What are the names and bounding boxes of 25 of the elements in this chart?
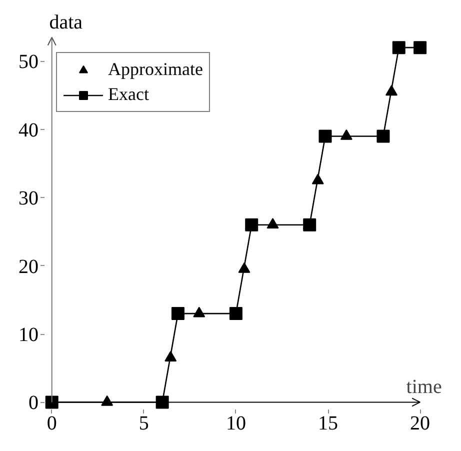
x-axis-title: time [406, 376, 442, 398]
y-tick-label: 30 [18, 188, 38, 210]
point [171, 307, 184, 320]
x-tick-label: 10 [226, 412, 246, 434]
y-tick-label: 0 [28, 392, 38, 414]
x-tick-label: 0 [46, 412, 57, 434]
y-tick-label: 50 [18, 51, 38, 74]
point [318, 130, 332, 143]
y-axis-title: data [49, 11, 83, 34]
point [303, 218, 316, 232]
x-tick-label: 15 [318, 412, 338, 434]
point [414, 41, 427, 54]
legend-label: Exact [108, 84, 149, 105]
point [45, 396, 58, 409]
point [229, 307, 242, 320]
y-tick-label: 40 [18, 119, 38, 142]
point [376, 130, 390, 143]
x-tick-label: 5 [138, 412, 149, 434]
y-tick-label: 20 [18, 256, 38, 278]
x-tick-label: 20 [410, 412, 430, 434]
legend-label: Approximate [108, 59, 203, 80]
point [245, 218, 258, 232]
y-tick-label: 10 [18, 324, 38, 346]
point [156, 396, 169, 409]
point [392, 41, 406, 54]
